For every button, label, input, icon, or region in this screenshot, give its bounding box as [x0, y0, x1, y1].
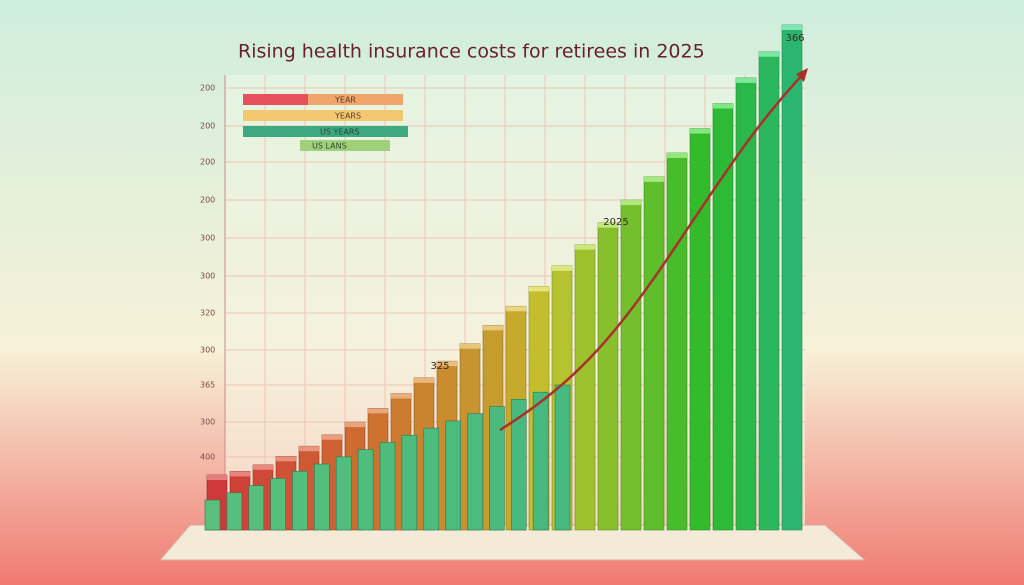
front-bar	[467, 413, 483, 531]
legend-swatch	[300, 140, 390, 151]
bar-cap	[552, 265, 572, 271]
axis-label: 400	[200, 453, 215, 462]
front-bar	[357, 449, 374, 531]
bar-cap	[437, 361, 457, 367]
bar	[643, 176, 665, 531]
bar-cap	[644, 176, 664, 182]
bar-cap	[345, 422, 365, 428]
bar	[781, 24, 803, 531]
axis-label: 300	[200, 346, 215, 355]
arrow-head	[796, 68, 808, 82]
legend-swatch	[243, 94, 403, 105]
bar-cap	[736, 77, 756, 83]
bar	[620, 199, 642, 531]
trend-arrow	[499, 71, 806, 432]
axis-label: 200	[200, 196, 215, 205]
axis-label: 200	[200, 122, 215, 131]
bar-cap	[759, 51, 779, 57]
bar-label: 2025	[603, 217, 628, 228]
bar-cap	[782, 25, 802, 30]
front-bar	[204, 499, 221, 531]
bar-cap	[253, 464, 273, 470]
bar-cap	[230, 471, 250, 477]
legend-swatch	[243, 126, 408, 137]
bar-label: 325	[430, 361, 449, 372]
bar	[689, 128, 711, 531]
bar-cap	[368, 408, 388, 414]
front-bar	[270, 478, 286, 531]
bar-cap	[276, 456, 296, 462]
legend-label: US YEARS	[320, 128, 360, 137]
front-bar	[248, 485, 265, 531]
front-bar	[292, 470, 308, 531]
bar-cap	[621, 200, 641, 206]
bar-label: 366	[785, 33, 804, 44]
axis-label: 300	[200, 418, 215, 427]
legend-swatch	[243, 110, 403, 121]
bar-cap	[391, 393, 411, 399]
axis-label: 365	[200, 381, 215, 390]
front-bar	[423, 427, 440, 531]
bar-cap	[207, 475, 227, 480]
axis-label: 300	[200, 234, 215, 243]
front-bar	[401, 435, 418, 531]
bar	[597, 222, 619, 531]
front-bar	[510, 399, 527, 531]
legend-label: YEARS	[334, 112, 361, 121]
bar-cap	[690, 128, 710, 134]
front-bar	[532, 391, 549, 531]
axis-label: 300	[200, 272, 215, 281]
front-bar	[379, 442, 396, 531]
bar-cap	[575, 244, 595, 250]
bar-cap	[598, 222, 618, 228]
legend-label: YEAR	[334, 96, 356, 105]
bars	[204, 24, 803, 531]
front-bar	[554, 384, 571, 531]
chart-title: Rising health insurance costs for retire…	[238, 41, 705, 63]
bar	[574, 244, 596, 531]
axis-label: 320	[200, 309, 215, 318]
front-bar	[226, 492, 243, 531]
front-bar	[314, 463, 330, 531]
front-bar	[445, 420, 461, 531]
front-bar	[335, 456, 352, 531]
bar-cap	[322, 434, 342, 440]
bar-cap	[529, 286, 549, 292]
bar-cap	[460, 343, 480, 349]
legend-swatch	[243, 94, 308, 105]
axis-label: 200	[200, 84, 215, 93]
front-bar	[489, 406, 505, 531]
bar	[666, 152, 688, 531]
legend: YEAR YEARS US YEARS US LANS	[243, 94, 408, 151]
axis-label: 200	[200, 158, 215, 167]
bar-cap	[506, 306, 526, 312]
bar-cap	[713, 103, 733, 109]
legend-label: US LANS	[312, 142, 347, 151]
bar-cap	[414, 377, 434, 383]
bar-cap	[667, 153, 687, 159]
bar-cap	[483, 325, 503, 331]
bar-cap	[299, 446, 319, 452]
